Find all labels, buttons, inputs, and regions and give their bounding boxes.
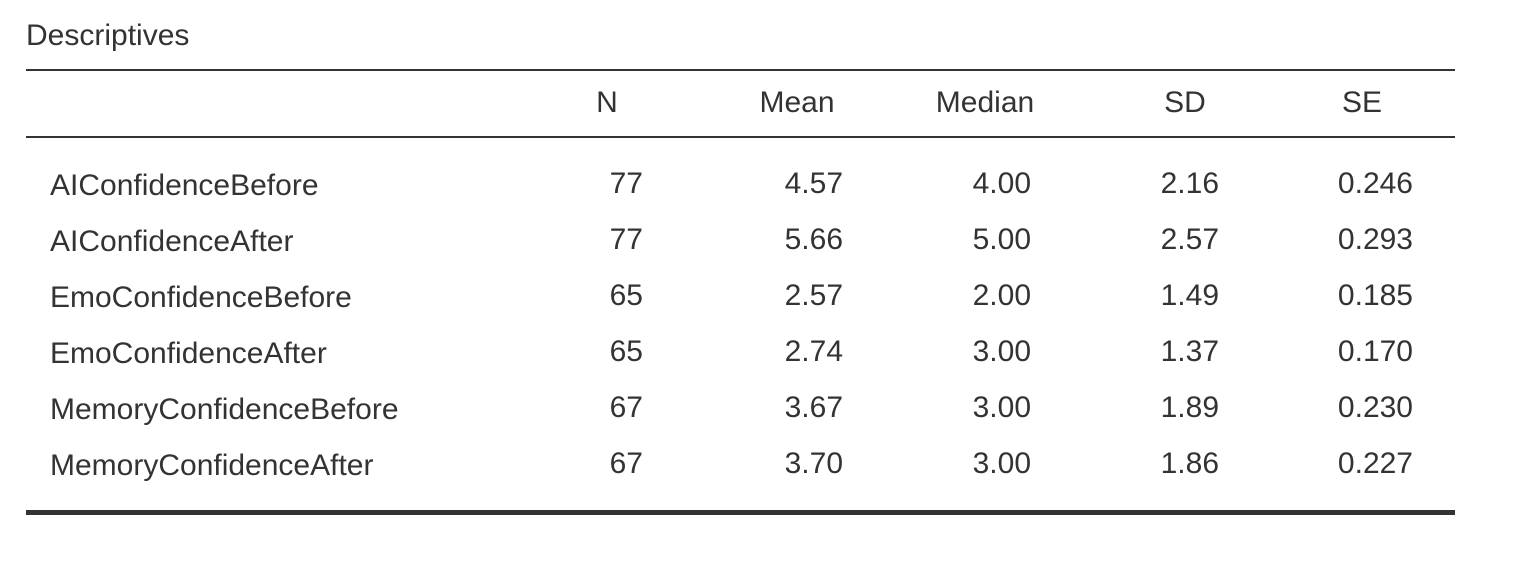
- cell-value: 3.00: [972, 335, 1031, 368]
- cell-value: 5.00: [972, 223, 1031, 256]
- column-header: Median: [935, 86, 1035, 119]
- row-label: AIConfidenceBefore: [50, 169, 319, 202]
- cell-value: 1.86: [1160, 447, 1219, 480]
- cell-value: 1.37: [1160, 335, 1219, 368]
- cell-value: 2.57: [784, 279, 843, 312]
- cell-value: 2.16: [1160, 167, 1219, 200]
- cell-value: 77: [609, 167, 643, 200]
- table-title: Descriptives: [26, 19, 190, 52]
- cell-value: 67: [609, 391, 643, 424]
- cell-value: 0.185: [1337, 279, 1413, 312]
- row-label: AIConfidenceAfter: [50, 225, 294, 258]
- bottom-rule: [26, 510, 1455, 515]
- cell-value: 0.170: [1337, 335, 1413, 368]
- cell-value: 0.230: [1337, 391, 1413, 424]
- cell-value: 4.00: [972, 167, 1031, 200]
- cell-value: 1.49: [1160, 279, 1219, 312]
- cell-value: 65: [609, 279, 643, 312]
- column-header: N: [596, 86, 618, 119]
- cell-value: 3.70: [784, 447, 843, 480]
- cell-value: 0.293: [1337, 223, 1413, 256]
- cell-value: 2.74: [784, 335, 843, 368]
- cell-value: 1.89: [1160, 391, 1219, 424]
- cell-value: 65: [609, 335, 643, 368]
- cell-value: 77: [609, 223, 643, 256]
- cell-value: 2.00: [972, 279, 1031, 312]
- top-rule: [26, 69, 1455, 71]
- cell-value: 0.246: [1337, 167, 1413, 200]
- row-label: MemoryConfidenceBefore: [50, 393, 399, 426]
- cell-value: 4.57: [784, 167, 843, 200]
- cell-value: 67: [609, 447, 643, 480]
- cell-value: 3.00: [972, 391, 1031, 424]
- row-label: EmoConfidenceBefore: [50, 281, 352, 314]
- cell-value: 3.67: [784, 391, 843, 424]
- row-label: EmoConfidenceAfter: [50, 337, 327, 370]
- cell-value: 0.227: [1337, 447, 1413, 480]
- cell-value: 2.57: [1160, 223, 1219, 256]
- cell-value: 3.00: [972, 447, 1031, 480]
- column-header: Mean: [759, 86, 835, 119]
- column-header: SE: [1341, 86, 1383, 119]
- header-rule: [26, 136, 1455, 138]
- column-header: SD: [1164, 86, 1206, 119]
- cell-value: 5.66: [784, 223, 843, 256]
- row-label: MemoryConfidenceAfter: [50, 449, 374, 482]
